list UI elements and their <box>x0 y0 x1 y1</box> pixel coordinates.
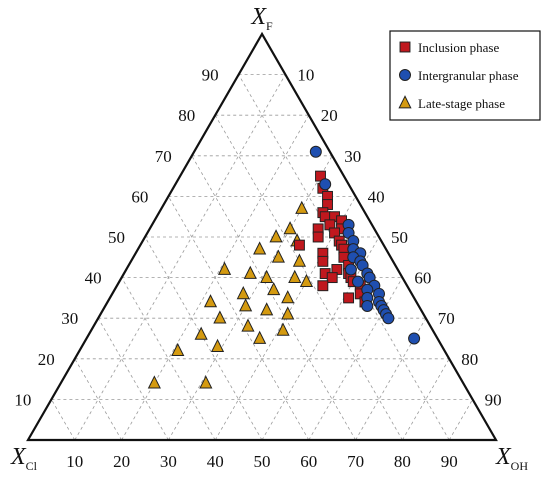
data-point-triangle <box>292 253 307 267</box>
data-point-triangle <box>260 269 274 283</box>
data-point-triangle <box>210 338 225 352</box>
tick-label-f: 10 <box>14 390 31 409</box>
legend-box <box>389 30 541 121</box>
legend-marker-square <box>399 41 411 53</box>
data-point-square <box>293 239 305 251</box>
vertex-label-oh: XOH <box>495 444 528 473</box>
tick-label-cl: 70 <box>347 452 364 471</box>
data-point-square <box>317 280 329 292</box>
data-point-triangle <box>253 241 267 255</box>
vertex-label-cl: XCl <box>10 444 38 473</box>
data-point-triangle <box>288 269 302 283</box>
grid-line-cl <box>121 277 216 441</box>
tick-label-cl: 40 <box>207 452 224 471</box>
data-point-circle <box>361 300 374 313</box>
grid-line-cl <box>97 318 169 441</box>
data-point-triangle <box>241 318 255 332</box>
tick-labels: 10 20 30 40 50 60 70 80 90 90 80 70 60 50 40 30 20 10 10 20… <box>14 66 501 471</box>
data-point-triangle <box>203 294 218 308</box>
data-points <box>147 145 421 389</box>
tick-label-oh: 20 <box>321 106 338 125</box>
tick-label-cl: 20 <box>113 452 130 471</box>
legend-label-triangle: Late-stage phase <box>418 96 505 111</box>
data-point-triangle <box>271 249 285 263</box>
tick-label-f: 60 <box>131 187 148 206</box>
tick-label-oh: 10 <box>297 66 314 85</box>
tick-label-oh: 40 <box>368 187 385 206</box>
data-point-triangle <box>295 200 309 214</box>
data-point-circle <box>408 332 421 345</box>
data-point-triangle <box>217 261 232 275</box>
tick-label-oh: 30 <box>344 147 361 166</box>
data-point-square <box>326 272 338 284</box>
legend-marker-triangle <box>398 95 412 109</box>
grid-line-cl <box>191 155 356 441</box>
grid-line-cl <box>51 399 76 441</box>
data-point-triangle <box>276 322 290 336</box>
grid-line-cl <box>168 196 310 441</box>
data-point-triangle <box>253 330 267 344</box>
tick-label-f: 40 <box>85 269 102 288</box>
grid-line-cl <box>74 358 122 441</box>
tick-label-cl: 60 <box>300 452 317 471</box>
data-point-triangle <box>199 375 213 389</box>
legend-marker-circle <box>399 69 411 81</box>
data-point-square <box>317 255 329 267</box>
tick-label-oh: 60 <box>414 269 431 288</box>
legend-items: Inclusion phase Intergranular phase Late-s… <box>398 40 519 111</box>
data-point-triangle <box>269 229 283 243</box>
tick-label-cl: 90 <box>441 452 458 471</box>
grid-line-oh <box>74 74 286 441</box>
series-circle <box>309 145 421 345</box>
tick-label-cl: 10 <box>66 452 83 471</box>
grid-line-oh <box>448 399 473 441</box>
legend-label-square: Inclusion phase <box>418 40 499 55</box>
tick-label-f: 20 <box>38 350 55 369</box>
legend: Inclusion phase Intergranular phase Late-s… <box>389 30 541 121</box>
data-point-square <box>312 231 324 243</box>
vertex-label-f: XF <box>250 4 273 33</box>
data-point-triangle <box>281 306 295 320</box>
tick-label-oh: 80 <box>461 350 478 369</box>
tick-label-f: 50 <box>108 228 125 247</box>
data-point-triangle <box>236 286 250 300</box>
legend-label-circle: Intergranular phase <box>418 68 519 83</box>
vertex-labels: XF XCl XOH <box>10 4 528 473</box>
tick-label-oh: 90 <box>485 390 502 409</box>
data-point-circle <box>309 145 322 158</box>
data-point-triangle <box>267 281 281 296</box>
data-point-triangle <box>239 298 253 312</box>
data-point-circle <box>382 312 395 325</box>
tick-label-f: 80 <box>178 106 195 125</box>
data-point-triangle <box>194 326 208 340</box>
data-point-triangle <box>299 273 314 288</box>
tick-label-cl: 50 <box>254 452 271 471</box>
data-point-circle <box>351 275 364 288</box>
tick-label-cl: 80 <box>394 452 411 471</box>
tick-label-cl: 30 <box>160 452 177 471</box>
data-point-triangle <box>147 375 161 389</box>
tick-label-f: 30 <box>61 309 78 328</box>
grid-lines <box>51 74 473 441</box>
tick-label-oh: 70 <box>438 309 455 328</box>
grid-line-oh <box>168 155 333 441</box>
tick-label-f: 90 <box>202 66 219 85</box>
data-point-circle <box>344 263 357 276</box>
series-triangle <box>147 200 314 389</box>
data-point-triangle <box>171 342 185 357</box>
tick-label-f: 70 <box>155 147 172 166</box>
tick-label-oh: 50 <box>391 228 408 247</box>
ternary-triangle <box>26 31 498 442</box>
grid-line-oh <box>402 358 450 441</box>
data-point-triangle <box>243 265 257 279</box>
data-point-triangle <box>260 302 274 316</box>
data-point-triangle <box>283 221 297 235</box>
data-point-triangle <box>281 290 295 304</box>
data-point-triangle <box>213 310 227 324</box>
data-point-circle <box>319 178 332 191</box>
data-point-square <box>343 292 355 304</box>
